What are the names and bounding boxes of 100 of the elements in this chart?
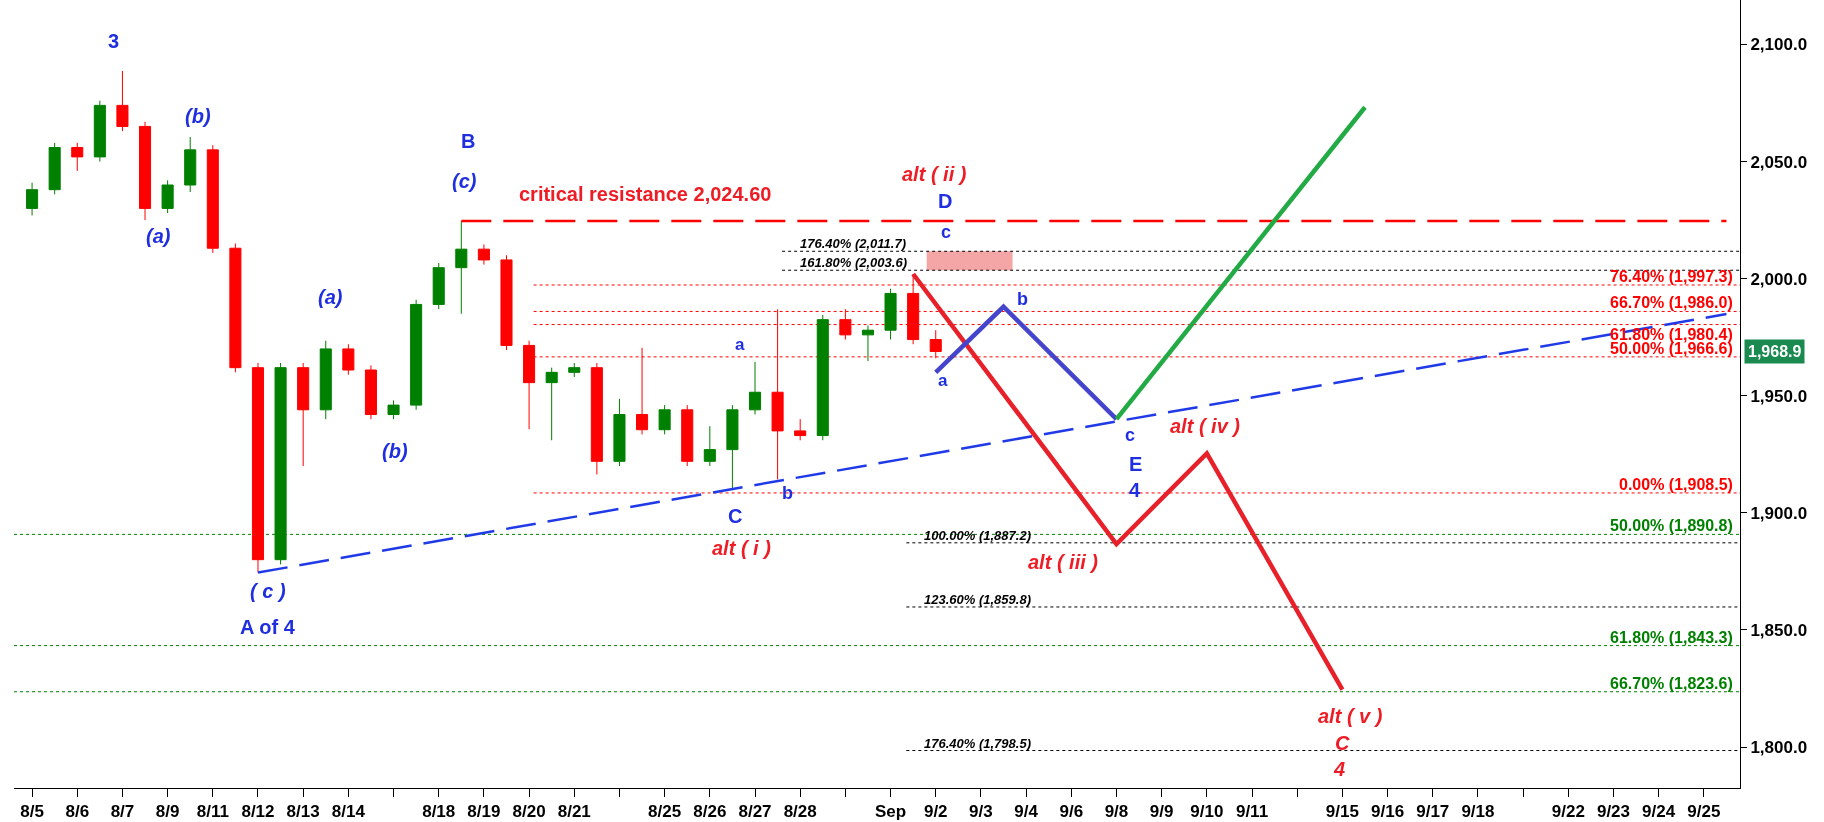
x-tick-label: 8/25 xyxy=(648,802,682,822)
annotation: c xyxy=(1125,425,1136,445)
candlestick xyxy=(410,299,423,411)
annotation: alt ( ii ) xyxy=(902,163,967,185)
x-tick-label: 9/10 xyxy=(1190,802,1224,822)
y-tick-label: 1,850.0 xyxy=(1750,620,1808,640)
candlestick xyxy=(48,142,61,195)
annotation: (a) xyxy=(318,286,343,308)
candlestick xyxy=(816,314,829,441)
candlestick xyxy=(613,398,626,467)
candlestick xyxy=(139,121,152,221)
candlestick xyxy=(568,362,581,378)
candlestick xyxy=(477,243,490,266)
x-tick-label: 8/27 xyxy=(738,802,772,822)
annotation: 4 xyxy=(1129,479,1141,501)
annotation: E xyxy=(1129,453,1143,475)
y-tick-label: 2,000.0 xyxy=(1750,269,1808,289)
x-tick-label: 8/7 xyxy=(110,802,135,822)
ref-line-label: 61.80% (1,843.3) xyxy=(1610,629,1733,646)
y-tick-label: 1,950.0 xyxy=(1750,386,1808,406)
x-tick-label: 9/4 xyxy=(1014,802,1039,822)
candlestick xyxy=(726,404,739,491)
annotation: b xyxy=(782,483,793,503)
annotation: 4 xyxy=(1333,758,1346,780)
text: 1,968.9 xyxy=(1748,343,1802,360)
candlestick xyxy=(455,220,468,315)
candlestick xyxy=(861,325,874,362)
annotation: alt ( i ) xyxy=(712,537,772,559)
x-tick-label: 8/5 xyxy=(20,802,44,822)
x-tick-label: 9/15 xyxy=(1325,802,1359,822)
candlestick xyxy=(116,70,129,132)
ref-line-label: 50.00% (1,890.8) xyxy=(1610,517,1733,534)
x-tick-label: 9/22 xyxy=(1551,802,1585,822)
x-tick-label: 9/18 xyxy=(1461,802,1495,822)
y-tick-label: 1,900.0 xyxy=(1750,503,1808,523)
ref-line-label: 123.60% (1,859.8) xyxy=(924,592,1031,607)
x-tick-label: 9/16 xyxy=(1371,802,1405,822)
candlestick xyxy=(251,362,265,574)
x-tick-label: 8/6 xyxy=(65,802,90,822)
x-tick-label: 8/13 xyxy=(286,802,320,822)
x-tick-label: 9/8 xyxy=(1104,802,1129,822)
x-tick-label: 9/3 xyxy=(969,802,993,822)
candlestick xyxy=(545,367,558,441)
candlestick xyxy=(748,361,762,415)
candlestick xyxy=(364,364,377,420)
x-tick-label: 9/9 xyxy=(1149,802,1174,822)
ref-line-label: 66.70% (1,986.0) xyxy=(1610,294,1733,311)
candlestick xyxy=(658,404,671,435)
annotation: ( c ) xyxy=(250,580,286,602)
x-tick-label: 8/26 xyxy=(693,802,727,822)
y-tick-label: 2,100.0 xyxy=(1750,35,1808,55)
candlestick xyxy=(297,362,310,467)
candlestick xyxy=(319,340,332,420)
annotation: (b) xyxy=(382,440,408,462)
candlestick xyxy=(794,418,807,441)
x-tick-label: 8/20 xyxy=(512,802,546,822)
candlestick xyxy=(184,136,197,193)
x-tick-label: 8/18 xyxy=(422,802,456,822)
candlestick xyxy=(884,288,897,341)
annotation: C xyxy=(1335,732,1350,754)
candlestick xyxy=(161,179,174,214)
x-tick-label: 8/21 xyxy=(557,802,591,822)
ref-line-label: 76.40% (1,997.3) xyxy=(1610,268,1733,285)
candlestick xyxy=(342,343,355,376)
candlestick xyxy=(26,182,39,216)
x-tick-label: 8/12 xyxy=(241,802,275,822)
x-tick-label: 9/17 xyxy=(1416,802,1450,822)
x-tick-label: Sep xyxy=(874,802,907,822)
candlestick xyxy=(590,362,603,475)
x-tick-label: 8/11 xyxy=(196,802,229,822)
x-tick-label: 9/2 xyxy=(923,802,948,822)
candlestick xyxy=(387,399,400,420)
annotation: (c) xyxy=(452,170,477,192)
annotation: c xyxy=(941,222,952,242)
ref-line-label: 176.40% (1,798.5) xyxy=(924,736,1031,751)
ref-line-label: 161.80% (2,003.6) xyxy=(800,255,907,270)
ref-line-label: 100.00% (1,887.2) xyxy=(924,528,1031,543)
ref-line-label: 0.00% (1,908.5) xyxy=(1619,476,1733,493)
x-tick-label: 9/25 xyxy=(1687,802,1721,822)
x-tick-label: 8/14 xyxy=(331,802,366,822)
annotation: C xyxy=(728,505,743,527)
candlestick xyxy=(432,262,445,310)
annotation: 3 xyxy=(108,30,120,52)
x-tick-label: 9/24 xyxy=(1642,802,1676,822)
y-tick-label: 2,050.0 xyxy=(1750,152,1808,172)
annotation: (a) xyxy=(146,225,171,247)
ref-line-label: 66.70% (1,823.6) xyxy=(1610,675,1733,692)
annotation: a xyxy=(938,371,948,390)
x-tick-label: 8/28 xyxy=(783,802,817,822)
candlestick xyxy=(229,243,242,373)
annotation: alt ( iv ) xyxy=(1170,415,1241,437)
x-tick-label: 9/11 xyxy=(1235,802,1269,822)
line-series xyxy=(910,271,1345,692)
annotation: B xyxy=(461,130,476,152)
annotation: critical resistance 2,024.60 xyxy=(519,183,772,205)
annotation: (b) xyxy=(185,105,211,127)
candlestick xyxy=(93,100,106,163)
candlestick xyxy=(500,254,513,351)
annotation: A of 4 xyxy=(240,616,296,638)
annotation: alt ( iii ) xyxy=(1028,551,1099,573)
